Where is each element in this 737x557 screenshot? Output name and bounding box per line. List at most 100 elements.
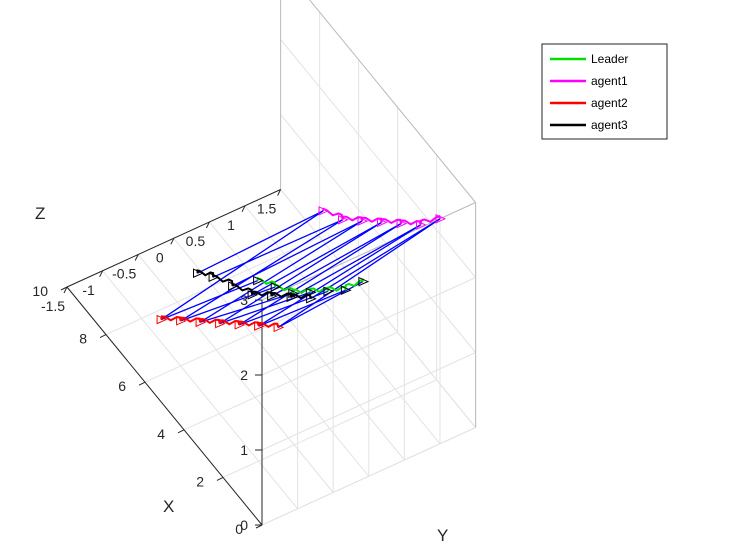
y-tick-mark xyxy=(170,238,175,245)
y-tick-mark xyxy=(277,189,282,196)
formation-link xyxy=(258,224,421,327)
tick-labels: 0 2 4 6 8 10-1.5 -1 -0.5 0 0.5 1 1.5 0 1 2 3 xyxy=(32,189,282,537)
formation-link xyxy=(271,223,402,297)
grid-line xyxy=(280,189,476,428)
formation-link xyxy=(160,210,324,321)
agent1-trajectory xyxy=(322,207,441,226)
grid-line xyxy=(102,270,298,510)
leader-marker xyxy=(340,285,352,295)
box-edge xyxy=(309,0,476,203)
agent1-marker xyxy=(396,218,408,229)
formation-link xyxy=(180,219,343,322)
agent2-marker xyxy=(156,314,168,325)
grid-line xyxy=(244,205,441,445)
grid-line xyxy=(309,0,476,203)
formation-link xyxy=(160,279,258,321)
legend-label: Leader xyxy=(591,52,628,66)
y-tick-label: 0 xyxy=(156,249,164,265)
agent3-marker xyxy=(228,281,239,291)
legend: Leader agent1 agent2 agent3 xyxy=(541,43,668,140)
agent3-marker xyxy=(193,268,204,278)
z-tick-label: 0 xyxy=(240,517,248,533)
grid-line xyxy=(280,114,476,353)
leader-marker xyxy=(323,286,335,297)
agent1-marker xyxy=(318,206,330,216)
agent2-marker xyxy=(195,317,207,328)
y-tick-label: 0.5 xyxy=(186,233,206,249)
y-tick-mark xyxy=(134,254,139,261)
agent3-trajectory xyxy=(196,269,312,300)
legend-label: agent1 xyxy=(591,74,628,88)
leader-marker xyxy=(253,275,264,286)
grid-line xyxy=(261,277,476,376)
formation-link xyxy=(180,286,276,322)
formation-link xyxy=(219,221,382,325)
grid-line xyxy=(261,427,476,526)
agent2-marker xyxy=(176,316,187,326)
x-tick-mark xyxy=(99,334,107,339)
x-tick-label: 4 xyxy=(157,426,165,442)
x-tick-label: 6 xyxy=(118,378,126,394)
agent2-trajectory xyxy=(160,315,280,328)
z-tick-label: 1 xyxy=(240,442,248,458)
y-tick-label: -0.5 xyxy=(112,266,136,282)
agent1-marker xyxy=(338,215,349,225)
x-axis-label: X xyxy=(163,497,174,516)
y-tick-label: -1 xyxy=(82,282,95,298)
formation-links xyxy=(160,210,441,328)
formation-link xyxy=(199,220,363,323)
z-tick-label: 3 xyxy=(240,292,248,308)
formation-link xyxy=(290,224,421,298)
legend-label: agent2 xyxy=(591,96,628,110)
formation-link xyxy=(277,218,441,328)
x-tick-mark xyxy=(138,381,146,386)
grid-line xyxy=(173,237,370,477)
legend-label: agent3 xyxy=(591,118,628,132)
formation-link xyxy=(197,210,324,274)
z-tick-label: 2 xyxy=(240,367,248,383)
grid xyxy=(66,0,477,526)
leader-marker xyxy=(358,276,370,287)
agent1-marker xyxy=(435,214,447,224)
y-tick-mark xyxy=(99,270,104,278)
formation-link xyxy=(199,292,293,323)
axis-line xyxy=(66,189,281,288)
agent1-marker xyxy=(377,217,388,228)
y-tick-mark xyxy=(63,286,68,294)
formation-link xyxy=(212,219,343,278)
axes-box xyxy=(66,0,477,526)
agent3-marker xyxy=(208,272,220,282)
x-tick-mark xyxy=(60,286,68,291)
grid-line xyxy=(280,39,476,278)
agent1-marker xyxy=(416,220,427,230)
formation-link xyxy=(238,290,329,326)
y-tick-mark xyxy=(205,221,210,229)
x-tick-label: 10 xyxy=(32,283,48,299)
formation-link xyxy=(238,223,402,326)
formation-link xyxy=(258,289,346,327)
trajectories xyxy=(156,206,447,333)
agent3-marker xyxy=(306,293,317,304)
agent3-marker xyxy=(286,292,298,303)
x-tick-label: 0 xyxy=(235,521,243,537)
agent2-marker xyxy=(215,318,226,329)
grid-line xyxy=(137,254,334,493)
leader-trajectory xyxy=(256,276,364,295)
agent1-marker xyxy=(357,216,369,226)
y-tick-label: 1.5 xyxy=(257,201,277,217)
y-tick-label: 1 xyxy=(227,217,235,233)
formation-link xyxy=(219,291,311,325)
agent2-marker xyxy=(234,320,246,330)
agent3-marker xyxy=(247,290,259,300)
y-tick-mark xyxy=(241,205,246,213)
x-tick-label: 8 xyxy=(79,331,87,347)
y-tick-label: -1.5 xyxy=(41,298,65,314)
agent3-marker xyxy=(267,291,278,301)
x-tick-mark xyxy=(177,429,185,434)
leader-marker xyxy=(270,282,282,292)
x-tick-label: 2 xyxy=(196,473,204,489)
y-axis-label: Y xyxy=(437,526,448,545)
x-tick-mark xyxy=(216,476,224,481)
grid-line xyxy=(209,221,405,461)
